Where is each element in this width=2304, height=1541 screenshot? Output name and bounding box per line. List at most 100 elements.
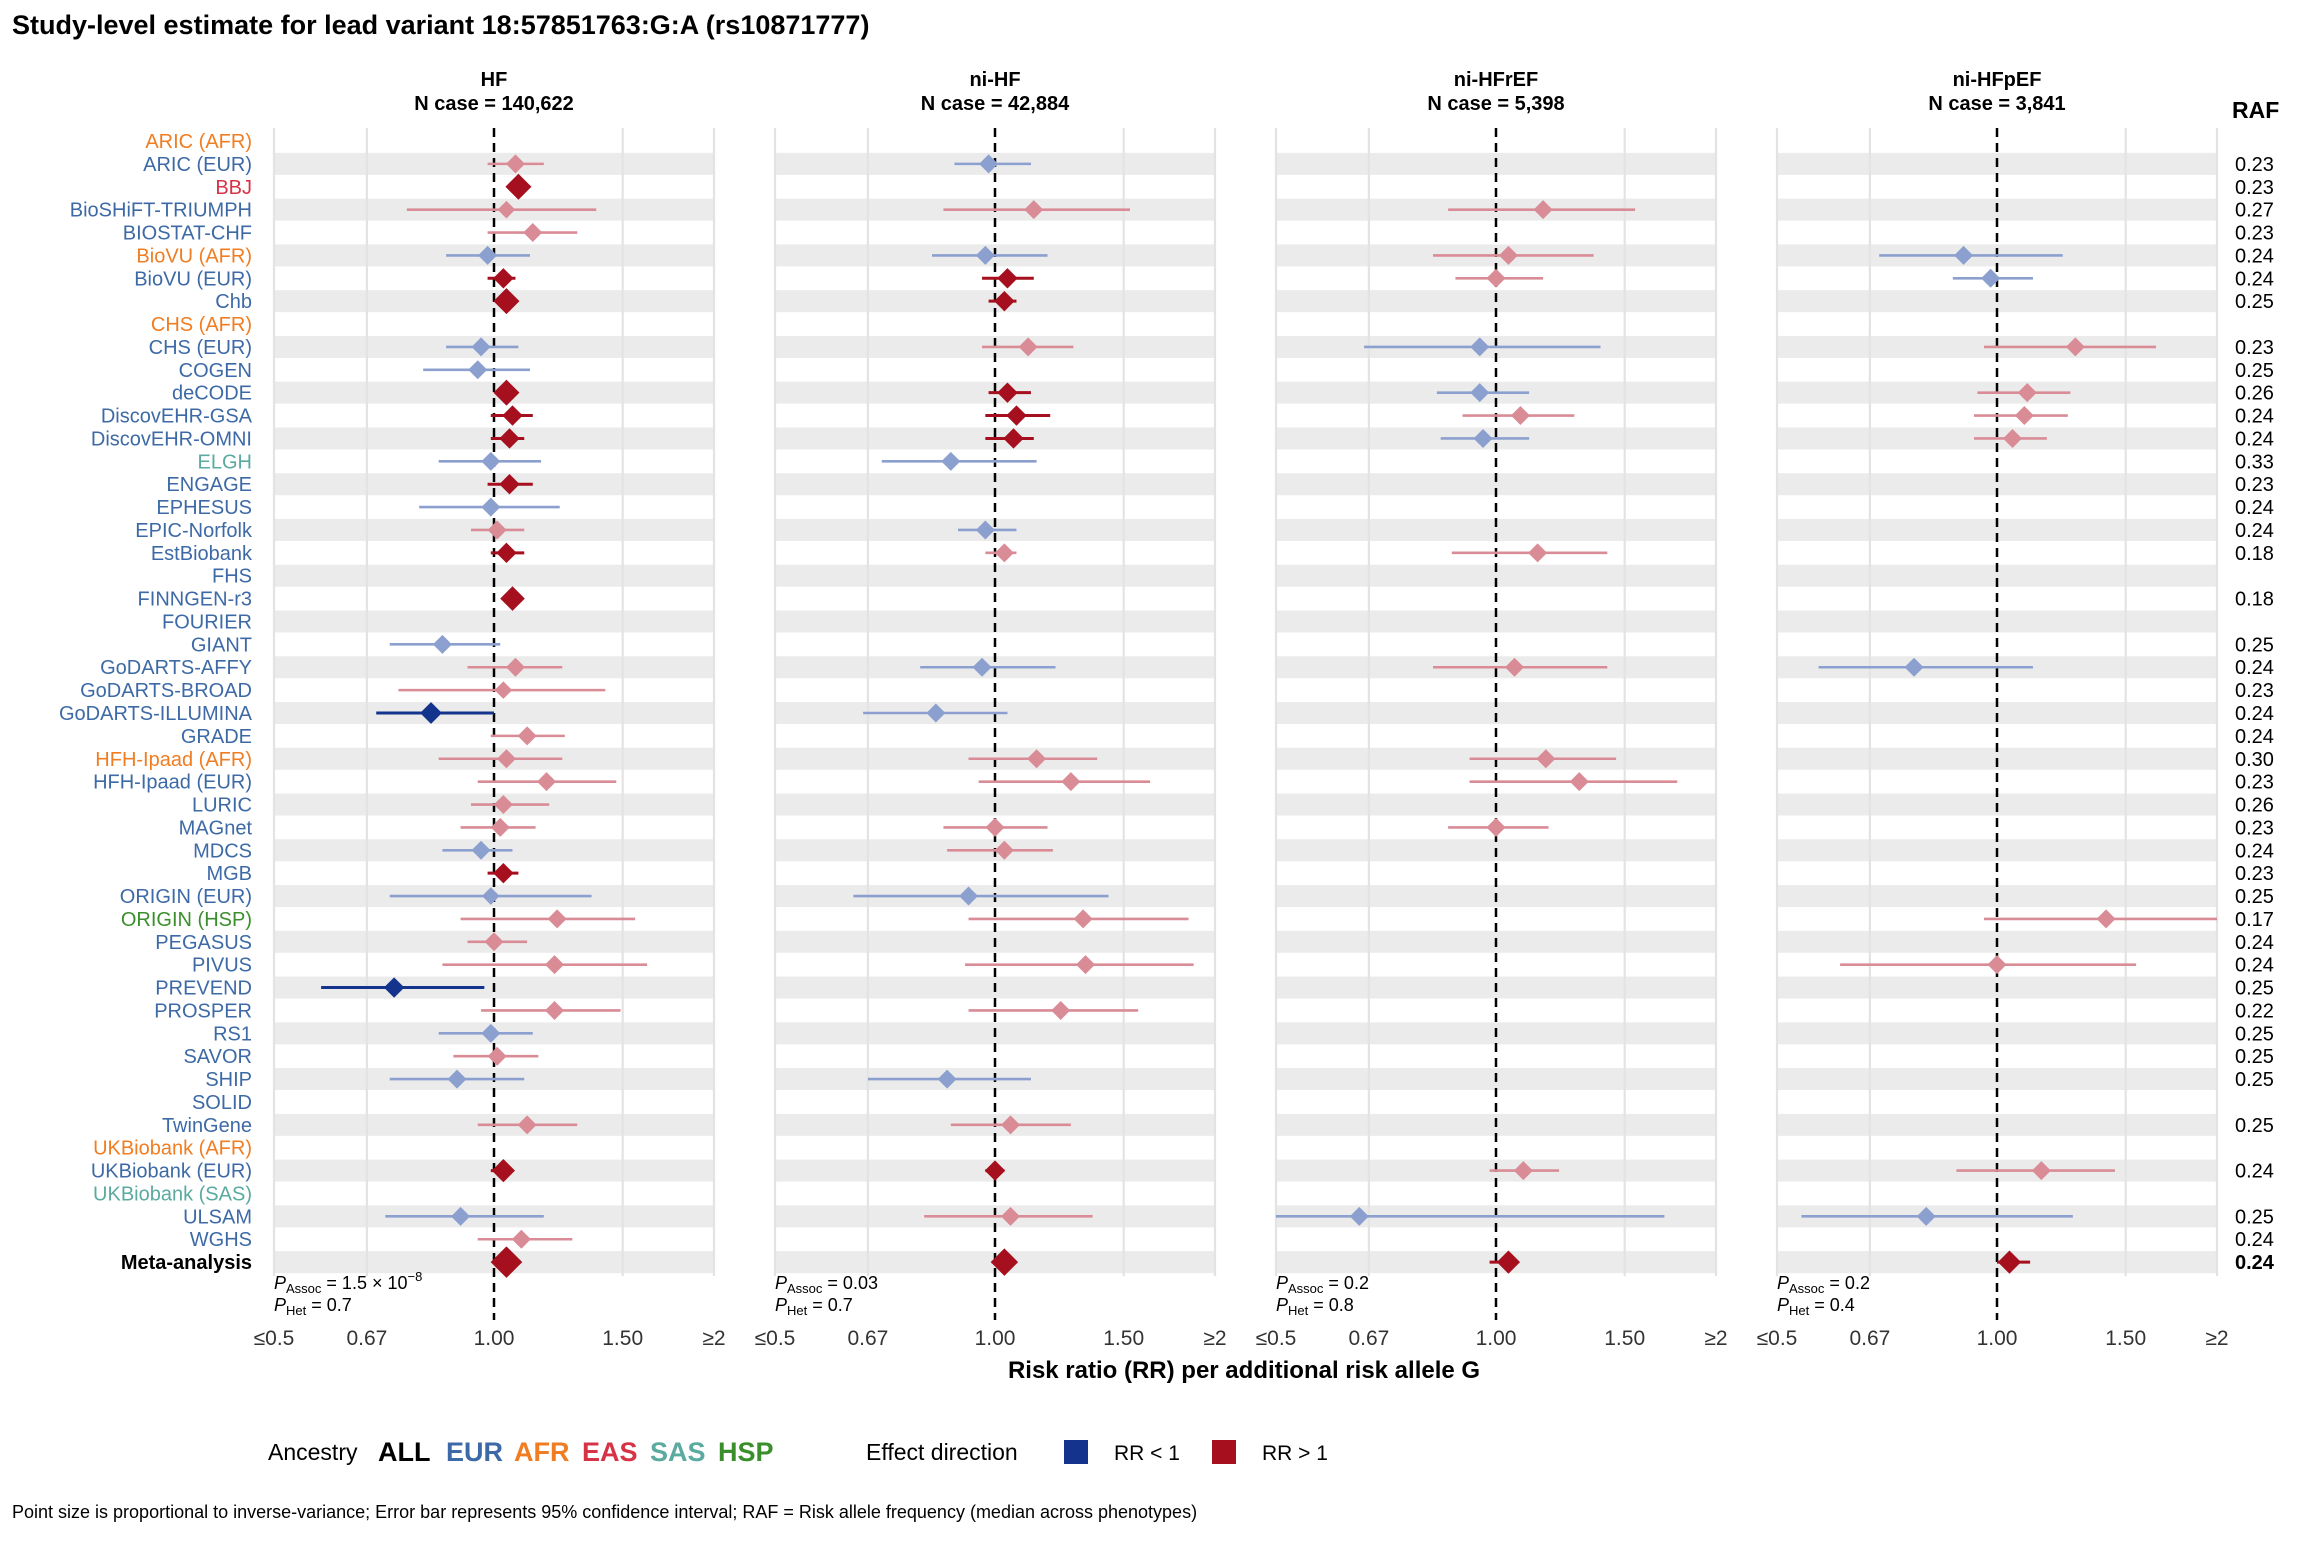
row-band	[274, 564, 714, 587]
point-estimate	[972, 657, 992, 677]
estimate-godarts-affy	[920, 657, 1056, 677]
point-estimate	[497, 200, 516, 219]
raf-value: 0.24	[2235, 1161, 2274, 1183]
point-estimate	[1470, 383, 1490, 403]
study-label: ARIC (AFR)	[145, 131, 252, 153]
estimate-chs-eur	[446, 337, 519, 357]
study-label: BioSHiFT-TRIUMPH	[70, 200, 252, 222]
estimate-pivus	[1840, 955, 2137, 975]
point-estimate	[490, 1246, 523, 1278]
legend-effect-swatch	[1064, 1440, 1088, 1464]
point-estimate	[471, 337, 491, 357]
raf-value: 0.24	[2235, 245, 2274, 267]
study-label: ELGH	[198, 451, 252, 473]
raf-value: 0.18	[2235, 589, 2274, 611]
panel-n-case: N case = 42,884	[921, 93, 1070, 115]
estimate-godarts-affy	[1818, 657, 2033, 677]
estimate-magnet	[1448, 817, 1549, 837]
x-tick-label: 1.50	[1103, 1327, 1144, 1350]
raf-value: 0.24	[2235, 520, 2274, 542]
point-estimate	[2017, 383, 2037, 403]
estimate-godarts-illumina	[863, 703, 1008, 723]
study-label: FINNGEN-r3	[138, 589, 252, 611]
grid-lines: ≤0.5 0.67 1.00 1.50 ≥2 ≤0.5 0.67 1.00 1.50 ≥2 ≤0.5…	[254, 128, 2229, 1350]
x-tick-label: 1.50	[1604, 1327, 1645, 1350]
estimate-ulsam	[385, 1206, 544, 1226]
panel-n-case: N case = 3,841	[1928, 93, 2065, 115]
study-label: FOURIER	[162, 611, 252, 633]
study-label: TwinGene	[162, 1115, 252, 1137]
raf-value: 0.24	[2235, 406, 2274, 428]
point-estimate	[511, 1229, 531, 1249]
p-het-label: PHet = 0.8	[1276, 1295, 1354, 1318]
point-estimate	[975, 245, 995, 265]
x-tick-label: ≤0.5	[254, 1327, 295, 1350]
study-label: GIANT	[191, 634, 252, 656]
raf-value: 0.25	[2235, 360, 2274, 382]
x-tick-label: ≥2	[702, 1327, 725, 1350]
estimate-elgh	[881, 451, 1037, 471]
estimate-bioshift-triumph	[943, 200, 1130, 220]
point-estimate	[1513, 1161, 1533, 1181]
x-tick-label: 1.00	[1977, 1327, 2018, 1350]
point-estimate	[990, 1248, 1019, 1276]
raf-value: 0.24	[2235, 1229, 2274, 1251]
study-label: ARIC (EUR)	[143, 154, 252, 176]
estimate-epic-norfolk	[958, 520, 1017, 540]
estimate-aric-eur	[954, 154, 1031, 174]
p-het-label: PHet = 0.4	[1777, 1295, 1855, 1318]
study-label: DiscovEHR-GSA	[101, 406, 253, 428]
estimate-finngen-r3	[500, 586, 525, 611]
study-label: GoDARTS-ILLUMINA	[59, 703, 253, 725]
x-tick-label: 1.00	[1476, 1327, 1517, 1350]
study-label: EPHESUS	[156, 497, 252, 519]
point-estimate	[1000, 1115, 1020, 1135]
study-label: WGHS	[190, 1229, 252, 1251]
point-estimate	[490, 817, 510, 837]
study-label: HFH-Ipaad (AFR)	[95, 749, 252, 771]
raf-value: 0.24	[2235, 703, 2274, 725]
raf-value: 0.23	[2235, 680, 2274, 702]
p-assoc-label: PAssoc = 0.2	[1777, 1273, 1870, 1296]
raf-value: 0.23	[2235, 337, 2274, 359]
estimate-discovehr-omni	[1973, 428, 2047, 448]
legend-effect-swatch	[1212, 1440, 1236, 1464]
estimate-aric-eur	[487, 154, 544, 174]
study-label: SHIP	[205, 1069, 252, 1091]
point-estimate	[1473, 428, 1493, 448]
estimate-origin-hsp	[968, 909, 1189, 929]
estimate-chs-eur	[1364, 337, 1601, 357]
raf-value: 0.26	[2235, 383, 2274, 405]
legend-ancestry-afr: AFR	[514, 1437, 570, 1467]
legend-ancestry-hsp: HSP	[718, 1437, 774, 1467]
legend-effect-title: Effect direction	[866, 1439, 1018, 1465]
estimate-elgh	[438, 451, 542, 471]
estimate-cogen	[423, 360, 530, 380]
point-estimate	[937, 1069, 957, 1089]
point-estimate	[994, 290, 1015, 312]
raf-value: 0.23	[2235, 772, 2274, 794]
study-label: ORIGIN (EUR)	[120, 886, 252, 908]
study-label: Meta-analysis	[121, 1252, 252, 1274]
point-estimate	[1504, 657, 1524, 677]
study-label: GoDARTS-AFFY	[100, 657, 252, 679]
raf-value: 0.17	[2235, 909, 2274, 931]
x-tick-label: 0.67	[1348, 1327, 1389, 1350]
point-estimate	[1954, 245, 1974, 265]
point-estimate	[545, 955, 565, 975]
raf-value: 0.25	[2235, 1206, 2274, 1228]
legend-effect-label: RR < 1	[1114, 1442, 1180, 1465]
row-band	[1276, 564, 1716, 587]
study-label: RS1	[213, 1023, 252, 1045]
point-estimate	[1470, 337, 1490, 357]
study-label: PREVEND	[155, 978, 252, 1000]
estimate-biostat-chf	[487, 223, 578, 243]
legend-ancestry-title: Ancestry	[268, 1439, 358, 1465]
x-tick-label: 0.67	[346, 1327, 387, 1350]
panel-hf: HFN case = 140,622 PAssoc = 1.5 × 10−8PHe…	[274, 69, 648, 1318]
point-estimate	[1904, 657, 1924, 677]
estimate-origin-hsp	[460, 909, 636, 929]
estimate-hfh-ipaad-eur	[1469, 772, 1678, 792]
